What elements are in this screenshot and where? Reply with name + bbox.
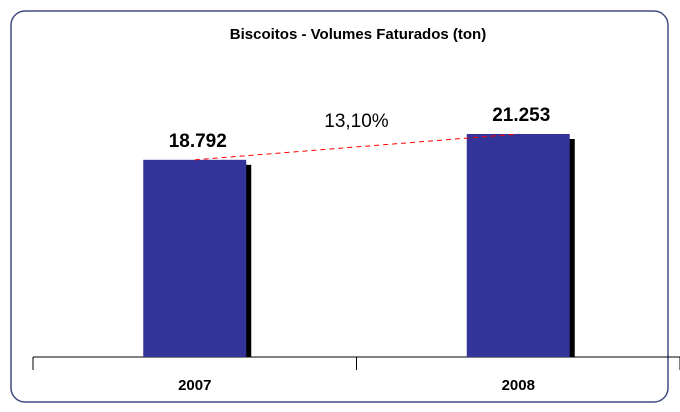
- data-label: 18.792: [169, 131, 227, 152]
- chart-title: Biscoitos - Volumes Faturados (ton): [230, 26, 486, 43]
- bar: [466, 134, 570, 357]
- annotation: 13,10%: [324, 111, 389, 132]
- data-label: 21.253: [492, 105, 550, 126]
- x-tick-label: 2007: [178, 377, 211, 394]
- trend-line: [194, 133, 519, 161]
- bar: [143, 159, 247, 357]
- x-tick-label: 2008: [502, 377, 535, 394]
